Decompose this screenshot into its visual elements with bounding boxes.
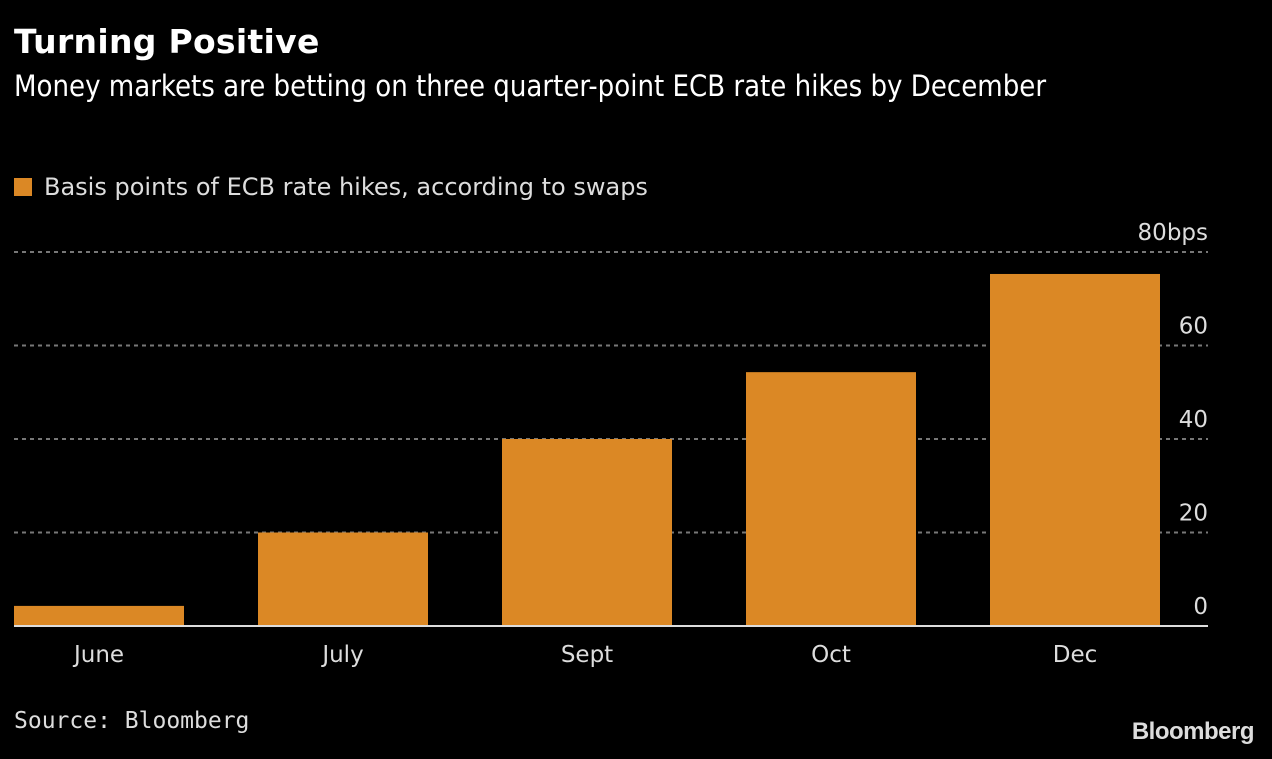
- bar-sept: [502, 439, 672, 626]
- bars: [14, 273, 1160, 626]
- y-tick-label: 0: [1193, 594, 1208, 620]
- legend-label: Basis points of ECB rate hikes, accordin…: [44, 173, 648, 201]
- y-tick-label: 40: [1179, 407, 1208, 433]
- x-axis-ticks: June July Sept Oct Dec: [72, 642, 1097, 668]
- y-tick-label: 80bps: [1138, 220, 1208, 246]
- bar-july: [258, 532, 428, 626]
- x-tick-label: June: [72, 642, 124, 668]
- legend-swatch: [14, 178, 32, 196]
- x-tick-label: Dec: [1053, 642, 1098, 668]
- y-axis-ticks: 0 20 40 60 80bps: [1138, 220, 1208, 620]
- bar-oct: [746, 372, 916, 626]
- chart-subtitle: Money markets are betting on three quart…: [14, 69, 1047, 103]
- bar-dec: [990, 273, 1160, 626]
- source-note: Source: Bloomberg: [14, 708, 250, 734]
- x-tick-label: Oct: [811, 642, 851, 668]
- chart-title: Turning Positive: [14, 22, 320, 61]
- x-tick-label: July: [320, 642, 363, 668]
- y-tick-label: 60: [1179, 314, 1208, 340]
- y-tick-label: 20: [1179, 501, 1208, 527]
- legend: Basis points of ECB rate hikes, accordin…: [14, 173, 648, 201]
- bar-june: [14, 605, 184, 626]
- bloomberg-logo: Bloomberg: [1131, 718, 1255, 745]
- x-tick-label: Sept: [561, 642, 613, 668]
